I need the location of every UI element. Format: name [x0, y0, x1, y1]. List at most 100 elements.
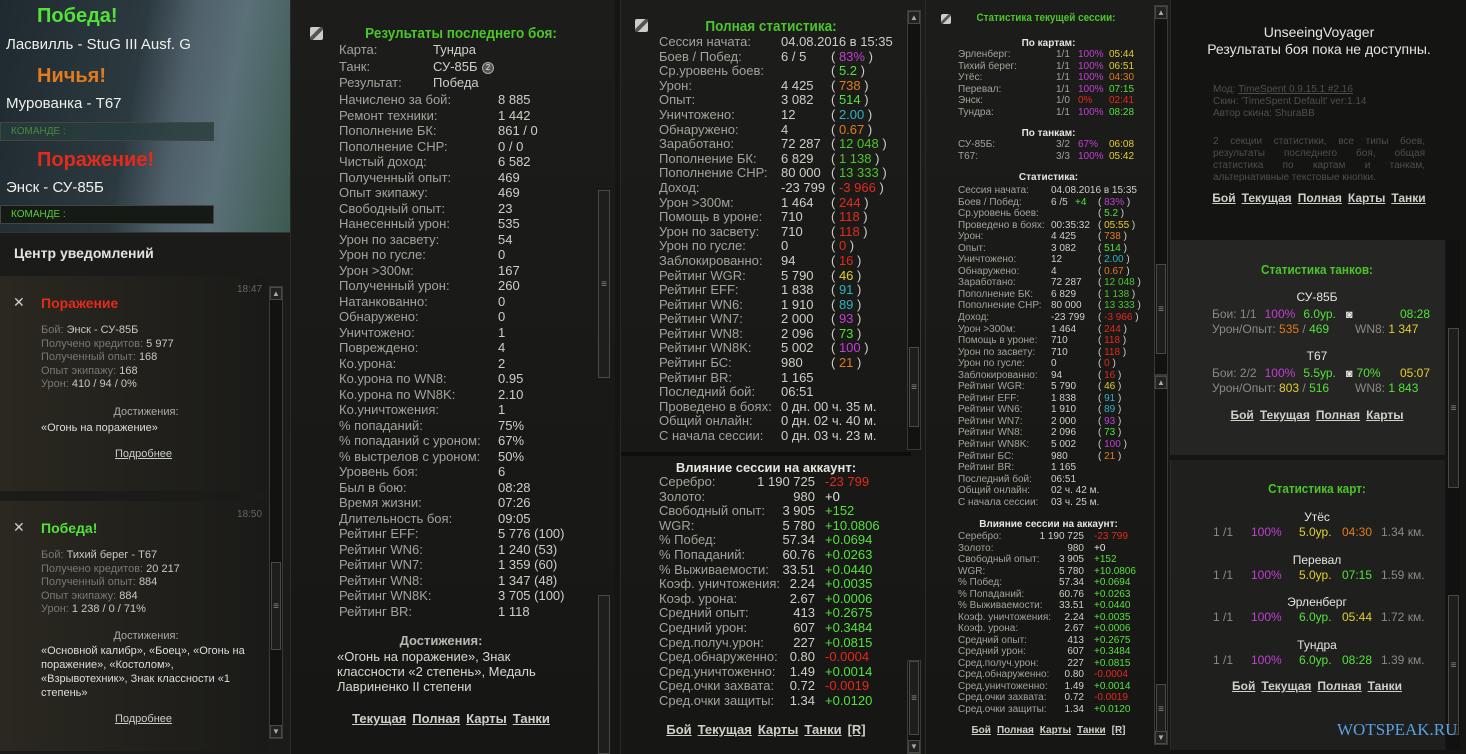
- scroll-thumb[interactable]: [598, 595, 610, 754]
- row-label: Обнаружено:: [659, 121, 739, 137]
- influence-scrollbar[interactable]: ≡ ▼: [907, 660, 921, 754]
- row-value: 6: [498, 464, 506, 479]
- link-Бой[interactable]: Бой: [1230, 408, 1254, 422]
- row-value: 6 829: [781, 150, 814, 166]
- more-link[interactable]: Подробнее: [114, 713, 173, 725]
- link-Полная[interactable]: Полная: [1317, 679, 1362, 693]
- scroll-down-icon[interactable]: ▼: [270, 725, 282, 738]
- line-label: Бой:: [41, 549, 67, 561]
- row-label: Чистый доход:: [339, 154, 427, 169]
- scroll-thumb[interactable]: ≡: [1448, 595, 1459, 735]
- scroll-thumb[interactable]: ≡: [909, 347, 919, 427]
- rating-value: 5.2: [838, 63, 858, 79]
- row-label: Начислено за бой:: [339, 92, 452, 107]
- row-label: % попаданий:: [339, 417, 423, 433]
- link-Полная[interactable]: Полная: [1297, 191, 1342, 205]
- link-Танки[interactable]: Танки: [512, 711, 550, 726]
- row-label: Уровень боя:: [339, 464, 419, 479]
- scroll-thumb[interactable]: ≡: [909, 661, 919, 735]
- stat-row: Сред.очки защиты: 1.34 +0.0120: [958, 704, 1153, 716]
- link-Танки[interactable]: Танки: [1391, 191, 1426, 205]
- row-rating: ( -3 966 ): [831, 179, 884, 195]
- row-delta: +0.0035: [825, 576, 873, 592]
- link-Бой[interactable]: Бой: [666, 722, 692, 737]
- full-stats-scrollbar[interactable]: ▲ ≡: [907, 10, 921, 450]
- row-label: Натанкованно:: [339, 293, 428, 309]
- row-value: 5 780: [1058, 565, 1084, 577]
- right-scrollbar[interactable]: ≡ ≡: [1447, 240, 1460, 750]
- link-Карты[interactable]: Карты: [466, 711, 507, 726]
- row-label: Заблокированно:: [659, 252, 763, 268]
- scroll-down-icon[interactable]: ▼: [1155, 731, 1167, 744]
- scroll-up-icon[interactable]: ▲: [1155, 376, 1167, 389]
- row-value: 60.76: [1058, 588, 1084, 600]
- link-Текущая[interactable]: Текущая: [1261, 679, 1312, 693]
- row-count: 3/2: [1056, 139, 1070, 150]
- scroll-thumb[interactable]: ≡: [1156, 684, 1166, 734]
- link-R[interactable]: [R]: [847, 722, 866, 737]
- row-winrate: 0%: [1078, 95, 1093, 107]
- row-value: 861 / 0: [498, 123, 538, 138]
- stat-row: Общий онлайн: 02 ч. 42 м.: [958, 485, 1153, 497]
- battle-map-tank: Энск - СУ-85Б: [6, 179, 104, 196]
- link-Бой[interactable]: Бой: [1232, 679, 1256, 693]
- team-chat-bar[interactable]: КОМАНДЕ :: [0, 205, 214, 224]
- link-Танки[interactable]: Танки: [804, 722, 842, 737]
- scroll-thumb[interactable]: ≡: [1448, 328, 1459, 488]
- stat-row: WGR: 5 780 +10.0806: [659, 518, 909, 534]
- scroll-up-icon[interactable]: ▲: [270, 287, 282, 300]
- scroll-thumb[interactable]: ≡: [598, 190, 610, 378]
- row-delta: +0.0815: [1094, 657, 1131, 669]
- session-scrollbar[interactable]: ▲ ≡: [1154, 5, 1168, 375]
- link-Текущая[interactable]: Текущая: [1259, 408, 1310, 422]
- row-value: 0.80: [1064, 669, 1084, 680]
- row-rating: ( 16 ): [1098, 369, 1122, 381]
- last-battle-scrollbar-lower[interactable]: [597, 595, 611, 754]
- scroll-thumb[interactable]: ≡: [271, 562, 281, 650]
- row-value: 227: [1067, 657, 1084, 669]
- mod-link[interactable]: TimeSpent 0.9.15.1 #2.16: [1238, 84, 1353, 95]
- link-Карты[interactable]: Карты: [1347, 191, 1386, 205]
- row-rating: ( 05:55 ): [1098, 219, 1136, 231]
- row-rating: ( 0.67 ): [831, 121, 873, 137]
- full-stats-title: Полная статистика:: [705, 18, 837, 35]
- link-Текущая[interactable]: Текущая: [1241, 191, 1292, 205]
- link-Танки[interactable]: Танки: [1076, 725, 1106, 736]
- stat-row: Рейтинг БС: 980 ( 21 ): [958, 451, 1153, 463]
- scroll-down-icon[interactable]: ▼: [908, 740, 920, 753]
- row-label: Урон по засвету:: [339, 231, 440, 247]
- link-Танки[interactable]: Танки: [1367, 679, 1402, 693]
- session-scrollbar-lower[interactable]: ▲ ≡ ▼: [1154, 375, 1168, 745]
- link-Полная[interactable]: Полная: [996, 725, 1034, 736]
- stat-row: Средний опыт: 413 +0.2675: [958, 635, 1153, 647]
- link-Текущая[interactable]: Текущая: [352, 711, 407, 726]
- row-value: -23 799: [781, 179, 826, 195]
- tank-tier: 6.0ур.: [1303, 307, 1336, 321]
- row-label: Сессия начата:: [958, 185, 1029, 196]
- rating-value: 118: [838, 223, 860, 239]
- scroll-up-icon[interactable]: ▲: [1155, 6, 1167, 19]
- row-label: Сред.уничтоженно:: [659, 663, 776, 679]
- link-Полная[interactable]: Полная: [412, 711, 461, 726]
- mod-logo-icon: [635, 19, 648, 32]
- link-Бой[interactable]: Бой: [1212, 191, 1236, 205]
- stat-row: Ко.уничтожения: 1: [339, 402, 589, 418]
- scroll-thumb[interactable]: ≡: [1156, 264, 1166, 354]
- more-link[interactable]: Подробнее: [114, 448, 173, 460]
- stat-row: Нанесенный урон: 535: [339, 216, 589, 232]
- stat-row: Сред.уничтоженно: 1.49 +0.0014: [659, 663, 909, 680]
- link-Бой[interactable]: Бой: [971, 725, 991, 736]
- link-Карты[interactable]: Карты: [1366, 408, 1404, 422]
- row-rating: ( 93 ): [831, 311, 862, 327]
- row-delta: +0.0006: [1094, 623, 1131, 634]
- link-R[interactable]: [R]: [1111, 725, 1126, 736]
- link-Текущая[interactable]: Текущая: [697, 722, 752, 737]
- link-Карты[interactable]: Карты: [1039, 725, 1071, 736]
- notifications-scrollbar[interactable]: ▲ ≡ ▼: [269, 286, 283, 739]
- team-chat-bar[interactable]: КОМАНДЕ :: [0, 122, 214, 141]
- link-Карты[interactable]: Карты: [757, 722, 799, 737]
- row-delta: +0.2675: [1094, 634, 1131, 646]
- scroll-up-icon[interactable]: ▲: [908, 11, 920, 24]
- last-battle-scrollbar[interactable]: ≡: [597, 190, 611, 378]
- link-Полная[interactable]: Полная: [1315, 408, 1361, 422]
